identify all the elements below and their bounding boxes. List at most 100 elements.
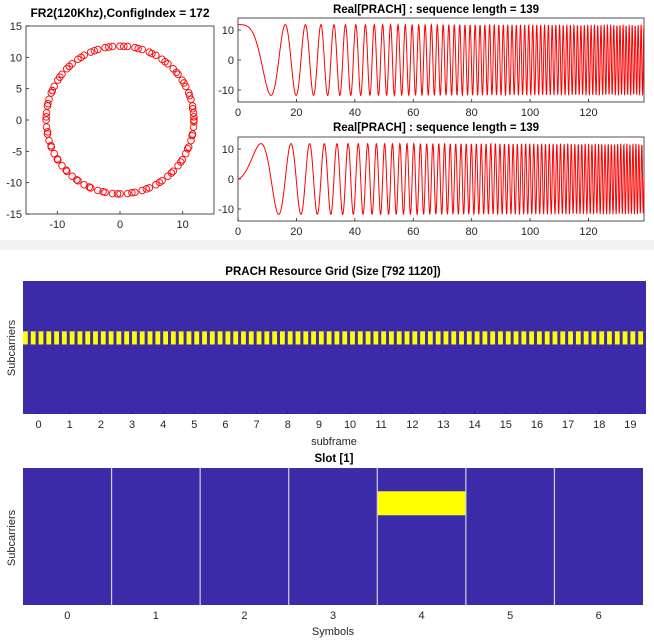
constellation-ytick-label: 10 [10,52,22,64]
constellation-point [44,99,52,108]
real-prach-plot-1: Real[PRACH] : sequence length = 139 0 20 4… [218,4,645,119]
resource-grid-ylabel: Subcarriers [6,319,18,376]
slot-xlabel: Symbols [312,626,355,638]
resource-grid-gap [105,331,109,345]
constellation-point [68,172,76,181]
constellation-ticks: -10 0 10 15 10 5 0 -5 -10 -15 [6,21,189,231]
constellation-point [101,43,109,52]
resource-grid-plot: PRACH Resource Grid (Size [792 1120]) 0 1… [6,266,646,448]
real-prach-xtick-label: 100 [521,226,539,238]
slot-xtick-label: 1 [153,610,159,622]
resource-grid-gap [152,331,156,345]
constellation-point [120,42,128,51]
resource-grid-xtick-label: 12 [406,419,418,431]
constellation-point [189,123,198,131]
resource-grid-gap [113,331,117,345]
resource-grid-gap [534,331,537,345]
constellation-point [180,79,188,87]
constellation-xtick-label: 0 [117,219,123,231]
resource-grid-gap [183,331,187,345]
resource-grid-title: PRACH Resource Grid (Size [792 1120]) [225,266,441,278]
resource-grid-gap [191,331,195,345]
constellation-point [99,188,107,196]
resource-grid-gap [635,331,639,345]
real-prach-ytick-label: -10 [218,204,234,216]
resource-grid-gap [604,331,608,345]
real-prach-xtick-label: 80 [466,226,478,238]
constellation-point [58,161,66,170]
slot-xtick-label: 3 [330,610,336,622]
resource-grid-xtick-label: 17 [562,419,574,431]
slot-ylabel: Subcarriers [6,509,18,566]
resource-grid-gap [253,331,257,345]
resource-grid-xtick-label: 14 [469,419,481,431]
resource-grid-gap [417,331,421,345]
real-prach-xtick-label: 20 [290,226,302,238]
real-prach-ytick-label: 0 [228,55,234,67]
resource-grid-xtick-label: 3 [129,419,135,431]
resource-grid-gap [518,331,522,345]
constellation-point [190,118,198,126]
constellation-point [131,43,139,52]
constellation-point [90,47,99,55]
resource-grid-xtick-label: 2 [98,419,104,431]
resource-grid-gap [245,331,249,345]
constellation-point [185,91,194,100]
constellation-ytick-label: 5 [16,84,22,96]
slot-background [23,468,643,605]
constellation-ytick-label: 15 [10,21,22,33]
constellation-point [94,186,102,195]
constellation-point [142,185,151,193]
top-figure-canvas: FR2(120Khz),ConfigIndex = 172 -10 0 101510… [6,4,645,238]
resource-grid-gap [35,331,39,345]
resource-grid-gap [82,331,86,345]
resource-grid-gap [175,331,179,345]
slot-active-cell [377,491,466,516]
resource-grid-xtick-label: 5 [191,419,197,431]
resource-grid-gap [121,331,125,345]
real-prach-xtick-label: 120 [579,107,597,119]
resource-grid-xtick-label: 16 [531,419,543,431]
resource-grid-gap [471,331,475,345]
slot-ticks: 0 1 2 3 4 5 6 [64,610,602,622]
constellation-point [134,44,142,53]
resource-grid-xtick-label: 11 [376,419,387,431]
constellation-point [43,128,52,136]
resource-grid-gap [230,331,234,345]
resource-grid-gap [308,331,312,345]
resource-grid-gap [362,331,366,345]
resource-grid-gap [432,331,436,345]
figure-separator [0,240,654,250]
real-prach-xtick-label: 0 [235,107,241,119]
constellation-point [148,49,156,58]
real-prach-xtick-label: 40 [349,226,361,238]
real-prach-title-2: Real[PRACH] : sequence length = 139 [333,122,539,134]
resource-grid-gap [440,331,444,345]
resource-grid-xlabel: subframe [311,436,357,448]
resource-grid-xtick-label: 1 [67,419,73,431]
constellation-point [86,48,95,56]
resource-grid-xtick-label: 6 [222,419,228,431]
resource-grid-xtick-label: 8 [285,419,291,431]
resource-grid-gap [596,331,600,345]
resource-grid-xtick-label: 10 [344,419,356,431]
constellation-point [56,73,64,81]
resource-grid-gap [238,331,242,345]
constellation-point [73,176,81,184]
slot-xtick-label: 0 [64,610,70,622]
constellation-point [48,86,57,95]
real-prach-xtick-label: 20 [290,107,302,119]
resource-grid-xtick-label: 7 [254,419,260,431]
resource-grid-gap [409,331,413,345]
constellation-point [85,183,94,191]
constellation-point [123,189,132,198]
constellation-point [62,166,70,174]
slot-title: Slot [1] [315,453,354,465]
constellation-ytick-label: 0 [16,115,22,127]
constellation-point [94,45,102,54]
constellation-point [63,167,71,176]
resource-grid-gap [424,331,428,345]
constellation-point [190,113,198,121]
resource-grid-gap [90,331,94,345]
